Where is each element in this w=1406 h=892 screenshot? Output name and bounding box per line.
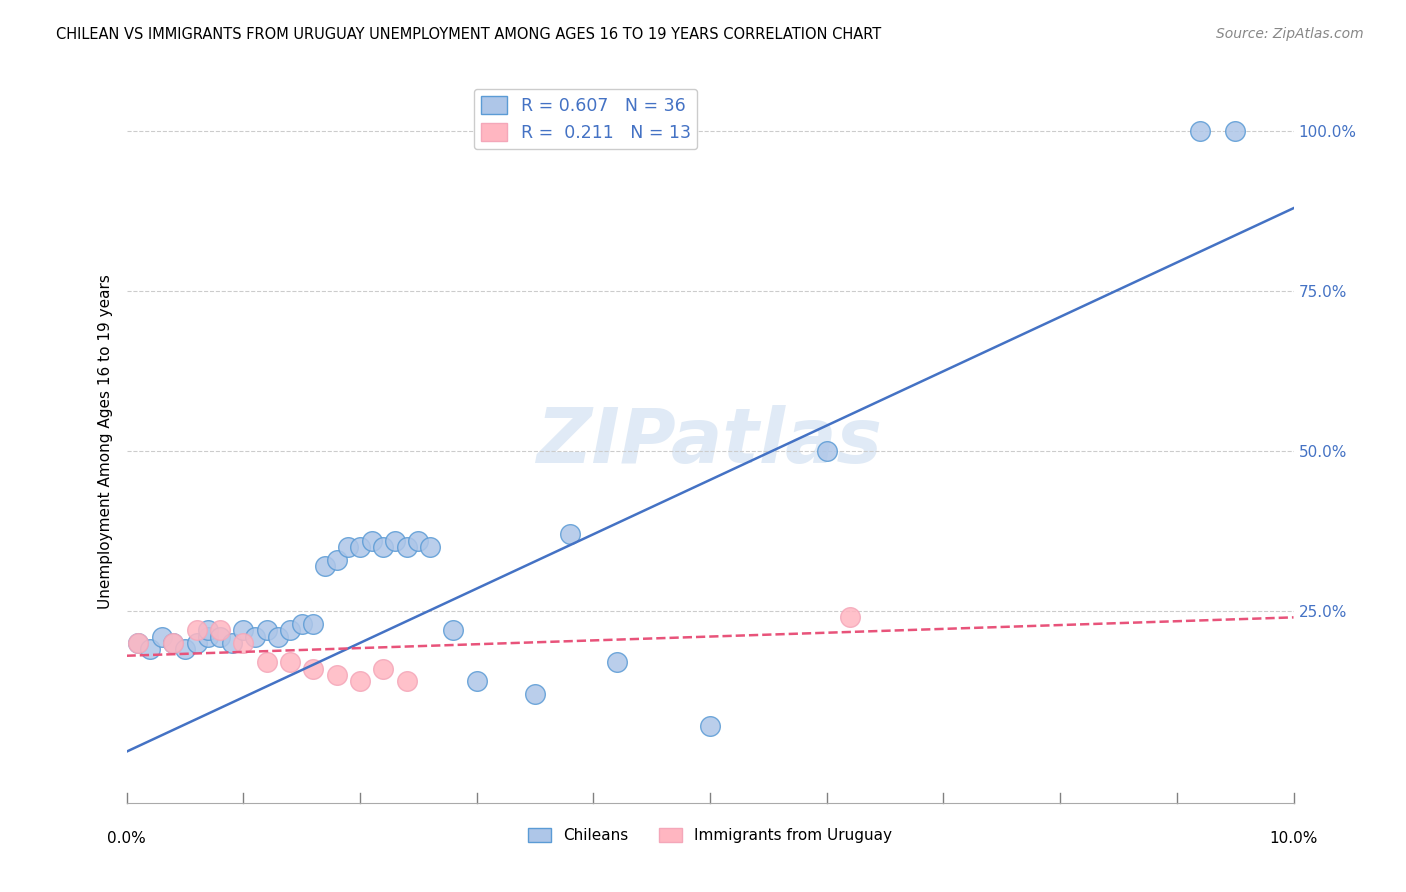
Point xyxy=(243,630,266,644)
Point xyxy=(558,527,581,541)
Point xyxy=(302,616,325,631)
Point xyxy=(290,616,312,631)
Point xyxy=(267,630,290,644)
Point xyxy=(395,540,418,554)
Point xyxy=(162,636,184,650)
Point xyxy=(256,623,278,637)
Text: CHILEAN VS IMMIGRANTS FROM URUGUAY UNEMPLOYMENT AMONG AGES 16 TO 19 YEARS CORREL: CHILEAN VS IMMIGRANTS FROM URUGUAY UNEMP… xyxy=(56,27,882,42)
Point xyxy=(349,674,371,689)
Point xyxy=(278,655,301,669)
Point xyxy=(186,623,208,637)
Point xyxy=(197,623,219,637)
Point xyxy=(208,630,231,644)
Point xyxy=(197,630,219,644)
Point xyxy=(419,540,441,554)
Point xyxy=(232,623,254,637)
Point xyxy=(699,719,721,733)
Point xyxy=(337,540,360,554)
Point xyxy=(232,636,254,650)
Point xyxy=(395,674,418,689)
Point xyxy=(349,540,371,554)
Point xyxy=(360,533,382,548)
Point xyxy=(278,623,301,637)
Y-axis label: Unemployment Among Ages 16 to 19 years: Unemployment Among Ages 16 to 19 years xyxy=(97,274,112,609)
Point xyxy=(373,661,395,675)
Point xyxy=(441,623,464,637)
Point xyxy=(373,540,395,554)
Point xyxy=(1223,124,1246,138)
Point xyxy=(208,623,231,637)
Point xyxy=(314,559,336,574)
Point xyxy=(174,642,197,657)
Point xyxy=(127,636,149,650)
Point xyxy=(606,655,628,669)
Text: ZIPatlas: ZIPatlas xyxy=(537,405,883,478)
Point xyxy=(465,674,488,689)
Point xyxy=(1189,124,1212,138)
Point xyxy=(325,553,347,567)
Point xyxy=(325,668,347,682)
Point xyxy=(139,642,162,657)
Legend: Chileans, Immigrants from Uruguay: Chileans, Immigrants from Uruguay xyxy=(522,822,898,849)
Point xyxy=(127,636,149,650)
Point xyxy=(408,533,430,548)
Point xyxy=(524,687,547,701)
Point xyxy=(839,610,862,624)
Point xyxy=(162,636,184,650)
Text: 0.0%: 0.0% xyxy=(107,830,146,846)
Point xyxy=(384,533,406,548)
Point xyxy=(815,444,838,458)
Point xyxy=(221,636,243,650)
Point xyxy=(150,630,173,644)
Point xyxy=(256,655,278,669)
Point xyxy=(302,661,325,675)
Text: Source: ZipAtlas.com: Source: ZipAtlas.com xyxy=(1216,27,1364,41)
Point xyxy=(186,636,208,650)
Text: 10.0%: 10.0% xyxy=(1270,830,1317,846)
